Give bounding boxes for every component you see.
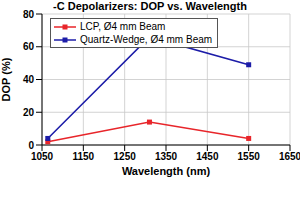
svg-text:1350: 1350 xyxy=(155,151,178,162)
html-text:LCP, Ø4 mm Beam: LCP, Ø4 mm Beam xyxy=(80,21,166,32)
html-text:Quartz-Wedge, Ø4 mm Beam: Quartz-Wedge, Ø4 mm Beam xyxy=(80,34,213,45)
svg-text:1650: 1650 xyxy=(279,151,292,162)
svg-text:1150: 1150 xyxy=(72,151,94,162)
html-text:-C Depolarizers: DOP vs. Wavel: -C Depolarizers: DOP vs. Wavelength xyxy=(53,0,247,12)
svg-text:20: 20 xyxy=(23,107,35,118)
svg-text:40: 40 xyxy=(23,74,35,85)
svg-text:1250: 1250 xyxy=(114,151,137,162)
svg-text:60: 60 xyxy=(23,41,35,52)
svg-text:1450: 1450 xyxy=(196,151,219,162)
svg-text:0: 0 xyxy=(28,140,34,151)
svg-text:Wavelength (nm): Wavelength (nm) xyxy=(122,165,211,177)
svg-text:1550: 1550 xyxy=(238,151,261,162)
svg-text:80: 80 xyxy=(23,9,35,20)
svg-text:1050: 1050 xyxy=(31,151,54,162)
svg-text:DOP (%): DOP (%) xyxy=(8,57,12,101)
